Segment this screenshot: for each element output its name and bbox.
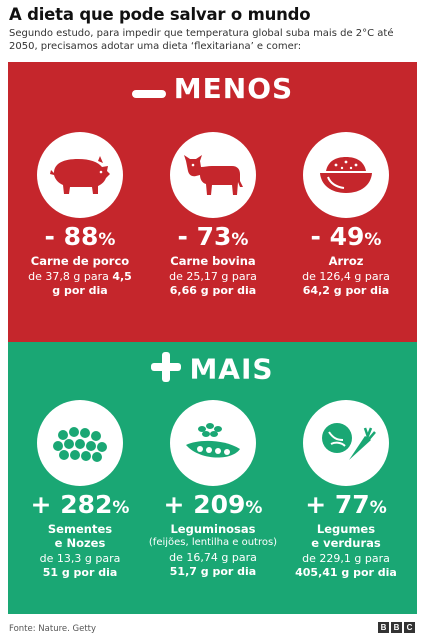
- bbc-logo: B B C: [378, 622, 415, 633]
- mais-panel: MAIS + 282% Sementes e Nozes de 13,3 g pa…: [8, 342, 417, 614]
- page-subtitle: Segundo estudo, para impedir que tempera…: [9, 28, 394, 52]
- rice-name: Arroz: [328, 254, 364, 268]
- source-footer: Fonte: Nature. Getty: [9, 624, 97, 634]
- pork-percent: - 88%: [44, 222, 116, 251]
- vegetables-column: + 77% Legumes e verduras de 229,1 g para …: [278, 400, 414, 580]
- legumes-column: + 209% Leguminosas (feijões, lentilha e …: [145, 400, 281, 579]
- rice-desc: de 126,4 g para 64,2 g por dia: [302, 270, 390, 297]
- legumes-icon: [170, 400, 256, 486]
- vegetables-name: Legumes e verduras: [311, 522, 381, 550]
- vegetables-desc: de 229,1 g para 405,41 g por dia: [295, 552, 397, 579]
- rice-bowl-icon: [303, 132, 389, 218]
- logo-letter: B: [391, 622, 402, 633]
- pork-column: - 88% Carne de porco de 37,8 g para 4,5 …: [12, 132, 148, 298]
- pig-icon: [37, 132, 123, 218]
- menos-panel: MENOS - 88% Carne de porco de 37,8 g par…: [8, 62, 417, 342]
- vegetables-percent: + 77%: [305, 490, 387, 519]
- legumes-desc: de 16,74 g para 51,7 g por dia: [169, 551, 257, 578]
- menos-heading: MENOS: [8, 72, 417, 107]
- menos-label: MENOS: [173, 72, 294, 105]
- pork-desc: de 37,8 g para 4,5 g por dia: [28, 270, 132, 297]
- minus-icon: [131, 74, 166, 107]
- legumes-sub: (feijões, lentilha e outros): [148, 537, 278, 548]
- seeds-column: + 282% Sementes e Nozes de 13,3 g para 51…: [12, 400, 148, 580]
- logo-letter: B: [378, 622, 389, 633]
- legumes-name: Leguminosas: [170, 522, 256, 536]
- pork-name: Carne de porco: [30, 254, 130, 268]
- seeds-desc: de 13,3 g para 51 g por dia: [39, 552, 121, 579]
- plus-icon: [151, 352, 182, 389]
- legumes-percent: + 209%: [163, 490, 263, 519]
- rice-column: - 49% Arroz de 126,4 g para 64,2 g por d…: [278, 132, 414, 298]
- vegetables-icon: [303, 400, 389, 486]
- cow-icon: [170, 132, 256, 218]
- page-title: A dieta que pode salvar o mundo: [9, 5, 311, 24]
- beef-percent: - 73%: [177, 222, 249, 251]
- mais-heading: MAIS: [8, 352, 417, 389]
- seeds-percent: + 282%: [30, 490, 130, 519]
- beef-column: - 73% Carne bovina de 25,17 g para 6,66 …: [145, 132, 281, 298]
- seeds-name: Sementes e Nozes: [47, 522, 113, 550]
- seeds-icon: [37, 400, 123, 486]
- logo-letter: C: [404, 622, 415, 633]
- beef-desc: de 25,17 g para 6,66 g por dia: [169, 270, 257, 297]
- beef-name: Carne bovina: [170, 254, 256, 268]
- rice-percent: - 49%: [310, 222, 382, 251]
- mais-label: MAIS: [189, 352, 274, 386]
